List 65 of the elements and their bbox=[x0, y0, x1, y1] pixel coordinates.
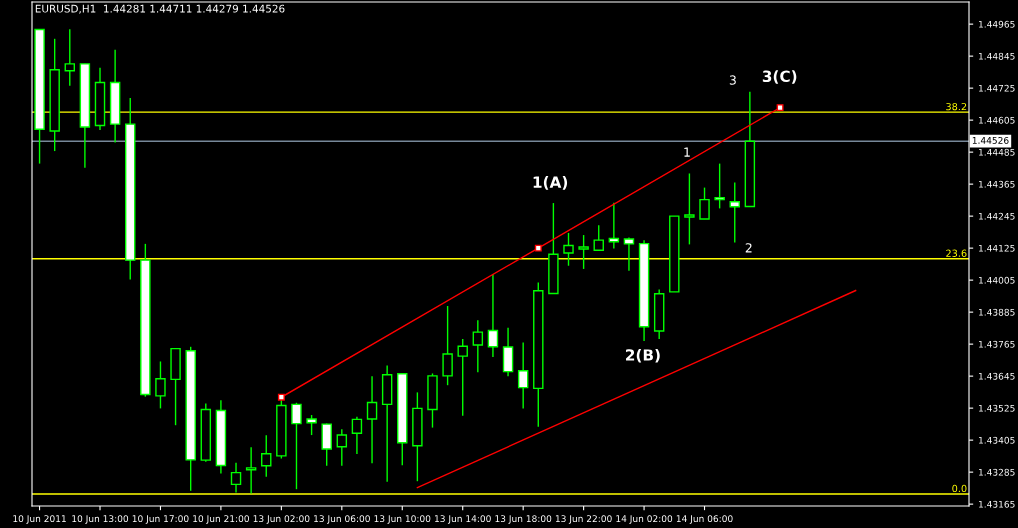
x-tick-label: 13 Jun 02:00 bbox=[253, 515, 310, 524]
candlestick bbox=[291, 402, 302, 490]
candlestick bbox=[593, 224, 604, 252]
annotation: 1(A) bbox=[533, 176, 568, 190]
candlestick bbox=[684, 172, 695, 246]
x-tick-label: 13 Jun 22:00 bbox=[555, 515, 612, 524]
x-tick-label: 14 Jun 06:00 bbox=[676, 515, 733, 524]
candlestick bbox=[245, 446, 257, 495]
annotation: 1 bbox=[684, 147, 690, 157]
candlestick bbox=[487, 273, 499, 358]
y-tick-label: 1.44605 bbox=[979, 116, 1015, 124]
annotation: 23.6 bbox=[946, 249, 967, 257]
y-tick-label: 1.43525 bbox=[979, 404, 1015, 412]
y-tick-label: 1.44845 bbox=[979, 52, 1015, 60]
x-tick-label: 10 Jun 21:00 bbox=[193, 515, 249, 524]
candlestick bbox=[517, 341, 529, 410]
annotation: 3 bbox=[729, 75, 736, 85]
y-tick-label: 1.43765 bbox=[979, 340, 1015, 348]
candlestick bbox=[623, 236, 635, 272]
candlestick bbox=[714, 162, 725, 210]
chart-title: EURUSD,H1 1.44281 1.44711 1.44279 1.44526 bbox=[35, 4, 285, 14]
x-tick-label: 14 Jun 02:00 bbox=[616, 515, 673, 524]
y-tick-label: 1.44965 bbox=[979, 20, 1015, 28]
point bbox=[277, 393, 285, 401]
y-tick-label: 1.44125 bbox=[979, 244, 1015, 252]
candlestick bbox=[729, 181, 740, 244]
y-tick-label: 1.44365 bbox=[979, 180, 1015, 188]
x-tick-label: 13 Jun 18:00 bbox=[495, 515, 552, 524]
y-tick-label: 1.43645 bbox=[979, 372, 1015, 380]
annotation: 2(B) bbox=[626, 348, 660, 363]
candlestick bbox=[699, 186, 710, 220]
annotation: 0.0 bbox=[952, 484, 967, 493]
y-tick-label: 1.44725 bbox=[979, 84, 1015, 92]
ref-line-label: 1.44526 bbox=[972, 136, 1009, 144]
candlestick bbox=[64, 28, 76, 87]
y-tick-label: 1.44485 bbox=[979, 148, 1015, 156]
point bbox=[776, 104, 784, 112]
y-tick-label: 1.43165 bbox=[979, 500, 1015, 508]
candlestick bbox=[442, 305, 453, 386]
candlestick bbox=[306, 414, 317, 436]
y-tick-label: 1.43885 bbox=[979, 308, 1015, 316]
x-tick-label: 13 Jun 10:00 bbox=[374, 515, 431, 524]
annotation: 38.2 bbox=[946, 102, 967, 111]
candlestick bbox=[472, 319, 484, 373]
candlestick bbox=[578, 234, 589, 270]
candlestick bbox=[366, 375, 378, 465]
annotation: 2 bbox=[745, 243, 752, 253]
y-tick-label: 1.44005 bbox=[979, 276, 1015, 284]
candlestick bbox=[155, 360, 166, 410]
candlestick bbox=[261, 434, 272, 478]
y-tick-label: 1.44245 bbox=[979, 212, 1015, 220]
point bbox=[534, 244, 542, 252]
candlestick bbox=[351, 415, 363, 455]
candlestick bbox=[563, 232, 574, 267]
candlestick bbox=[457, 338, 468, 417]
candlestick bbox=[230, 462, 242, 494]
y-tick-label: 1.43405 bbox=[979, 436, 1015, 444]
candlestick bbox=[336, 428, 348, 467]
x-tick-label: 13 Jun 14:00 bbox=[435, 515, 491, 524]
x-tick-label: 10 Jun 13:00 bbox=[72, 515, 129, 524]
x-tick-label: 13 Jun 06:00 bbox=[314, 515, 370, 524]
x-tick-label: 10 Jun 2011 bbox=[13, 515, 66, 524]
x-tick-label: 10 Jun 17:00 bbox=[132, 515, 189, 524]
annotation: 3(C) bbox=[762, 70, 797, 84]
y-tick-label: 1.43285 bbox=[979, 468, 1015, 476]
